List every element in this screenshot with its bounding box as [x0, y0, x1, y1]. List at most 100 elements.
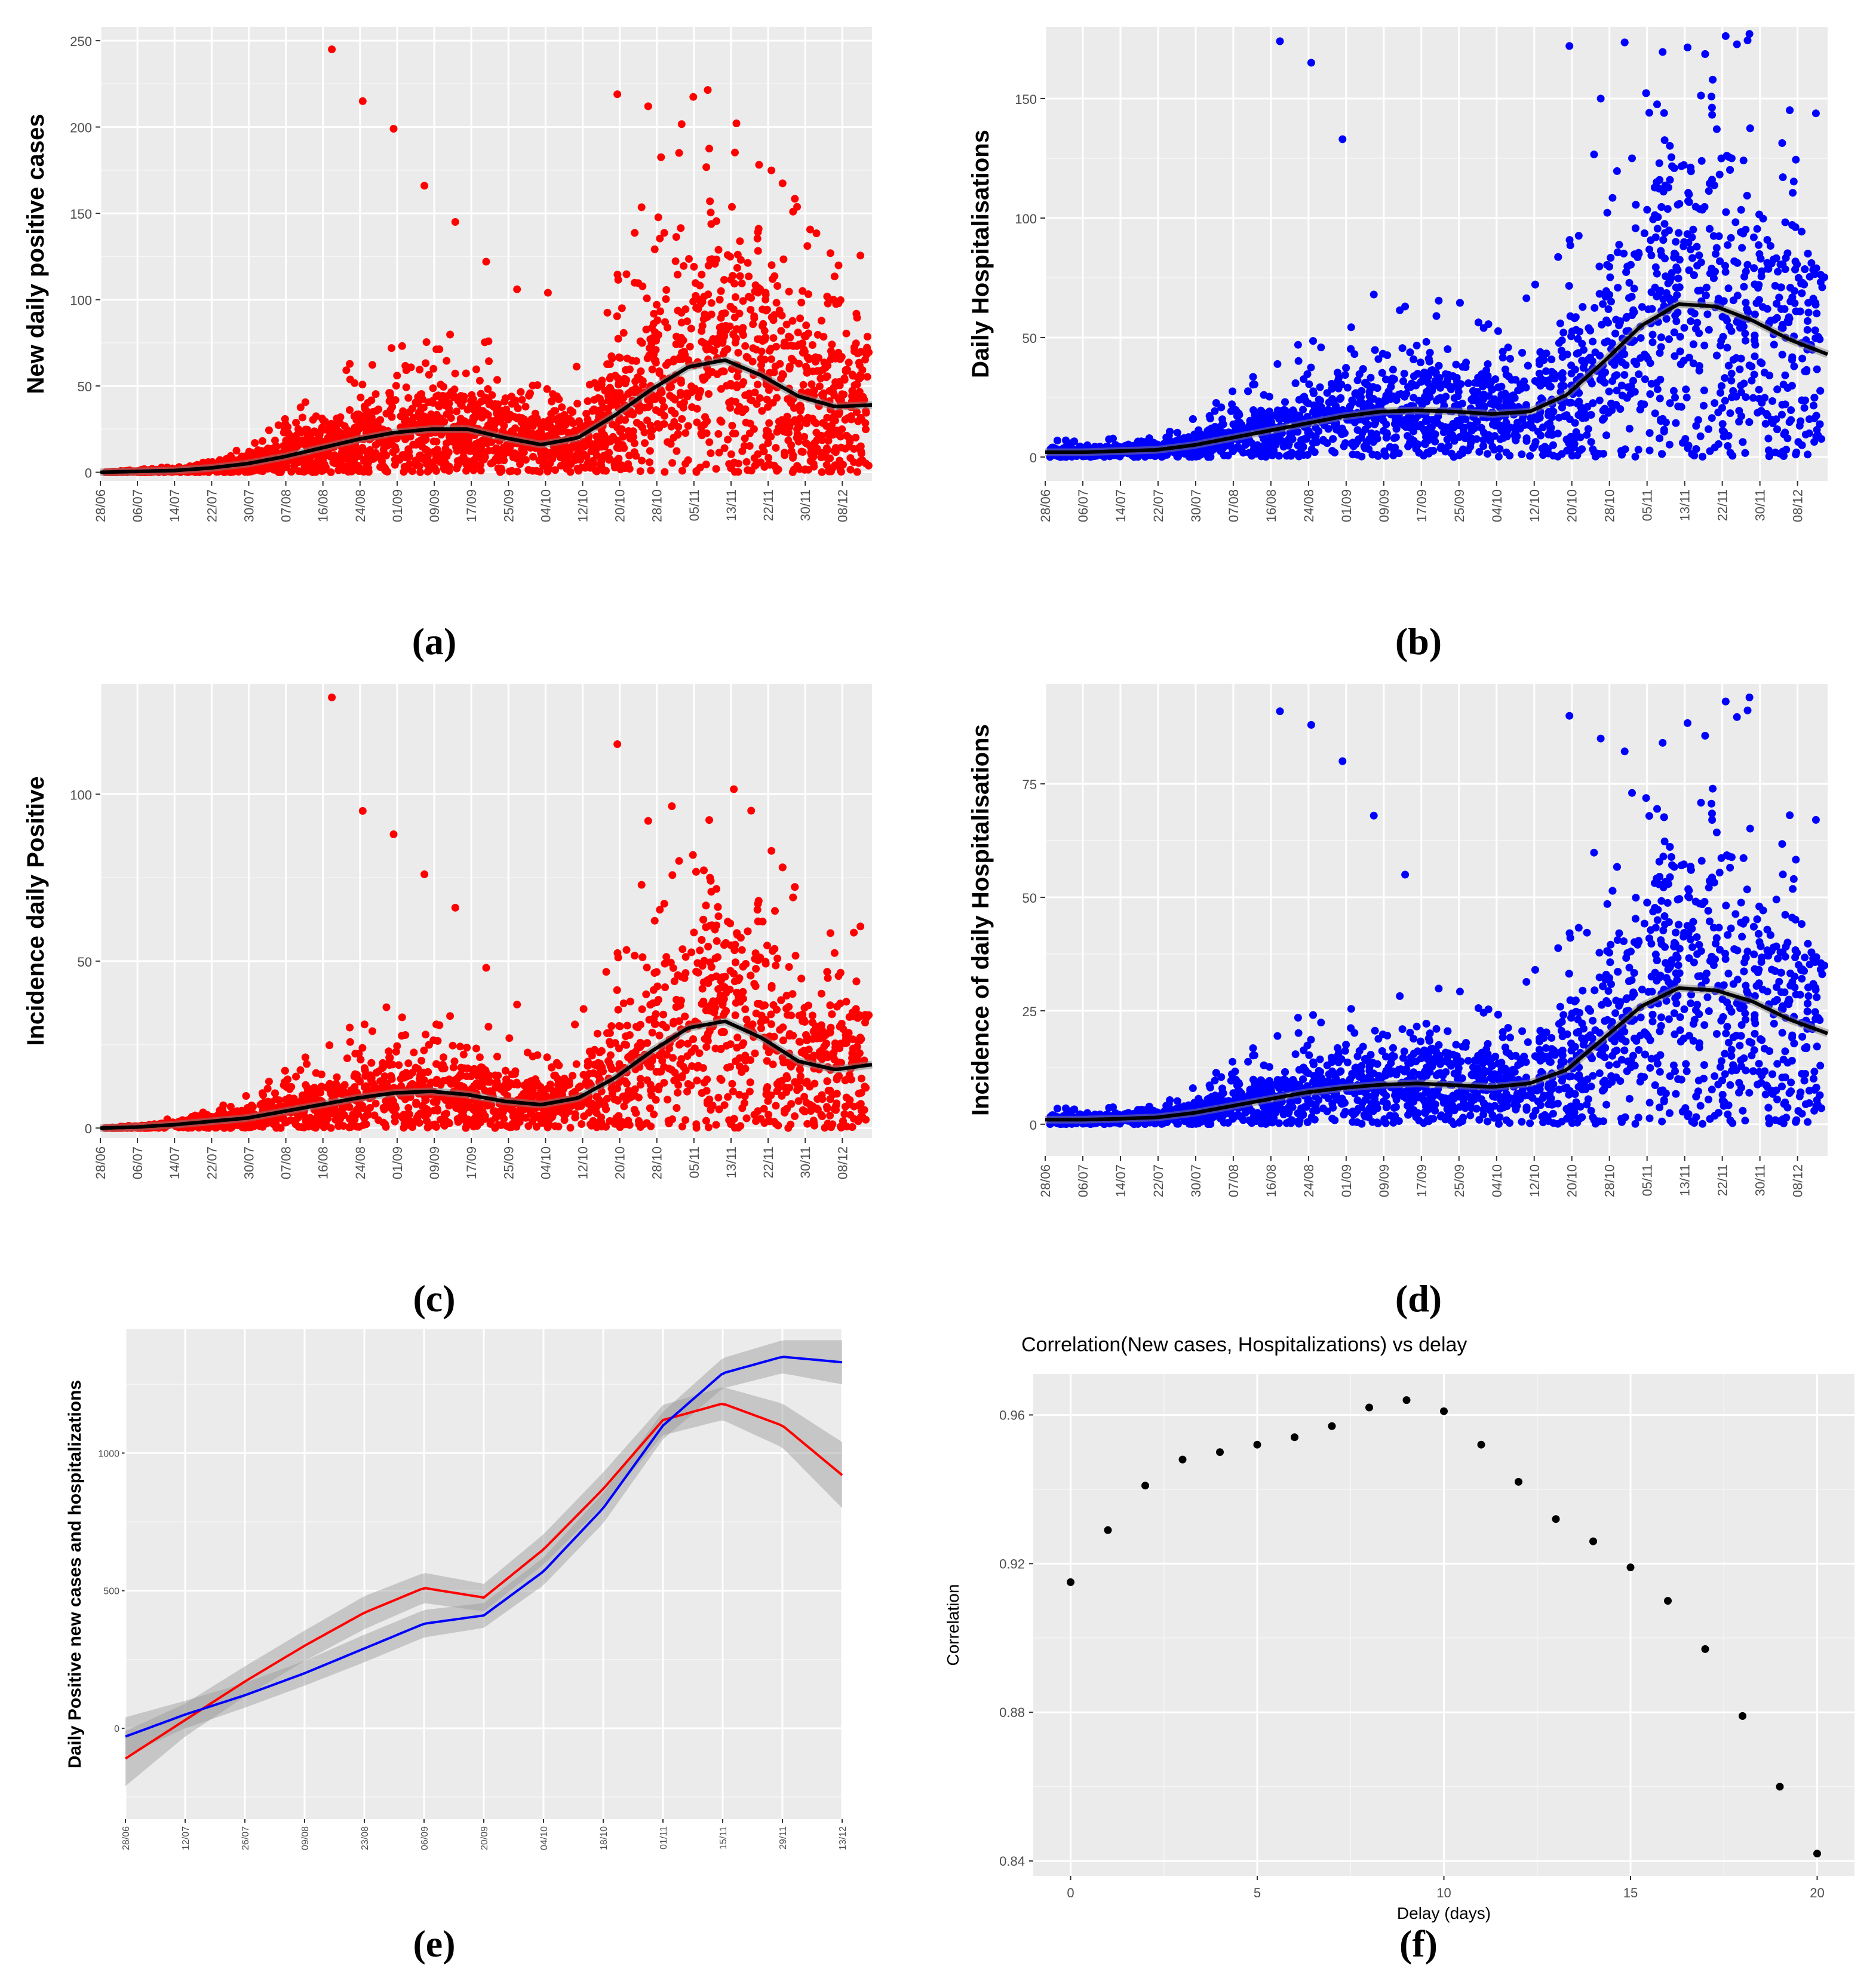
- data-point: [799, 381, 807, 389]
- data-point: [707, 310, 716, 318]
- data-point: [484, 410, 492, 419]
- data-point: [1349, 450, 1357, 459]
- data-point: [645, 351, 653, 360]
- data-point: [726, 379, 735, 388]
- data-point: [673, 447, 681, 455]
- data-point: [1712, 125, 1721, 133]
- data-point: [1738, 244, 1746, 252]
- data-point: [1494, 327, 1502, 335]
- data-point: [1620, 249, 1628, 257]
- data-point: [830, 391, 839, 400]
- data-point: [834, 261, 843, 269]
- data-point: [1770, 315, 1779, 324]
- data-point-extreme: [736, 256, 745, 264]
- data-point: [500, 456, 508, 465]
- data-point: [707, 449, 715, 458]
- data-point: [631, 229, 639, 237]
- data-point: [708, 255, 716, 263]
- data-point: [1605, 262, 1613, 271]
- data-point: [472, 365, 480, 373]
- data-point: [1587, 438, 1595, 446]
- data-point: [1797, 417, 1805, 425]
- data-point: [606, 385, 615, 394]
- data-point: [690, 263, 698, 271]
- data-point: [656, 234, 664, 243]
- data-point: [472, 452, 481, 460]
- data-point: [1693, 318, 1702, 327]
- data-point: [1687, 167, 1695, 176]
- x-tick-label: 30/07: [1189, 489, 1203, 522]
- data-point: [1781, 371, 1789, 379]
- data-point: [415, 462, 423, 470]
- data-point: [862, 425, 870, 434]
- data-point: [1622, 314, 1631, 322]
- data-point: [1737, 228, 1745, 237]
- data-point: [451, 434, 459, 443]
- data-point: [862, 409, 870, 417]
- data-point: [685, 254, 693, 263]
- data-point: [1768, 397, 1776, 405]
- data-point: [754, 247, 762, 255]
- x-tick-label: 16/08: [316, 489, 331, 522]
- data-point: [1422, 338, 1430, 346]
- data-point: [1522, 434, 1531, 443]
- data-point: [674, 431, 682, 439]
- data-point: [1613, 167, 1621, 175]
- data-point: [646, 344, 654, 352]
- data-point: [1279, 437, 1287, 446]
- data-point: [432, 467, 440, 475]
- data-point: [1811, 109, 1820, 118]
- data-point: [1658, 450, 1666, 458]
- data-point: [1703, 310, 1712, 318]
- data-point: [1700, 341, 1709, 349]
- data-point: [793, 462, 802, 470]
- data-point: [327, 468, 335, 476]
- data-point: [817, 317, 825, 325]
- data-point: [1736, 365, 1744, 373]
- data-point: [1733, 40, 1741, 48]
- data-point: [303, 428, 311, 436]
- data-point: [560, 453, 569, 462]
- data-point: [1674, 274, 1682, 283]
- data-point: [1800, 404, 1809, 412]
- x-tick-label: 25/09: [1452, 489, 1467, 522]
- data-point: [1625, 278, 1634, 287]
- data-point: [1474, 318, 1482, 327]
- data-point: [352, 449, 360, 458]
- data-point: [827, 467, 836, 476]
- data-point: [243, 451, 251, 459]
- data-point: [392, 454, 401, 462]
- data-point: [736, 237, 744, 246]
- data-point: [404, 394, 413, 402]
- data-point: [400, 453, 408, 461]
- data-point: [429, 437, 438, 446]
- data-point: [1651, 409, 1659, 418]
- data-point: [797, 298, 806, 306]
- data-point: [767, 313, 776, 321]
- data-point: [1727, 369, 1736, 378]
- data-point: [1774, 268, 1782, 276]
- data-point: [421, 445, 429, 453]
- data-point: [700, 292, 708, 300]
- data-point: [657, 153, 665, 161]
- data-point: [1381, 450, 1389, 459]
- data-point: [1620, 371, 1629, 379]
- data-point: [767, 355, 775, 363]
- data-point: [546, 417, 554, 425]
- data-point: [702, 460, 710, 468]
- data-point: [689, 93, 698, 101]
- data-point: [1484, 450, 1491, 458]
- data-point: [729, 430, 737, 438]
- data-point: [1798, 228, 1806, 236]
- data-point: [721, 347, 729, 355]
- data-point: [1735, 418, 1743, 426]
- data-point: [752, 345, 760, 354]
- data-point: [808, 341, 816, 349]
- data-point: [1602, 287, 1610, 295]
- data-point: [830, 447, 839, 455]
- data-point: [1506, 355, 1514, 363]
- data-point: [837, 468, 845, 476]
- data-point: [543, 385, 551, 393]
